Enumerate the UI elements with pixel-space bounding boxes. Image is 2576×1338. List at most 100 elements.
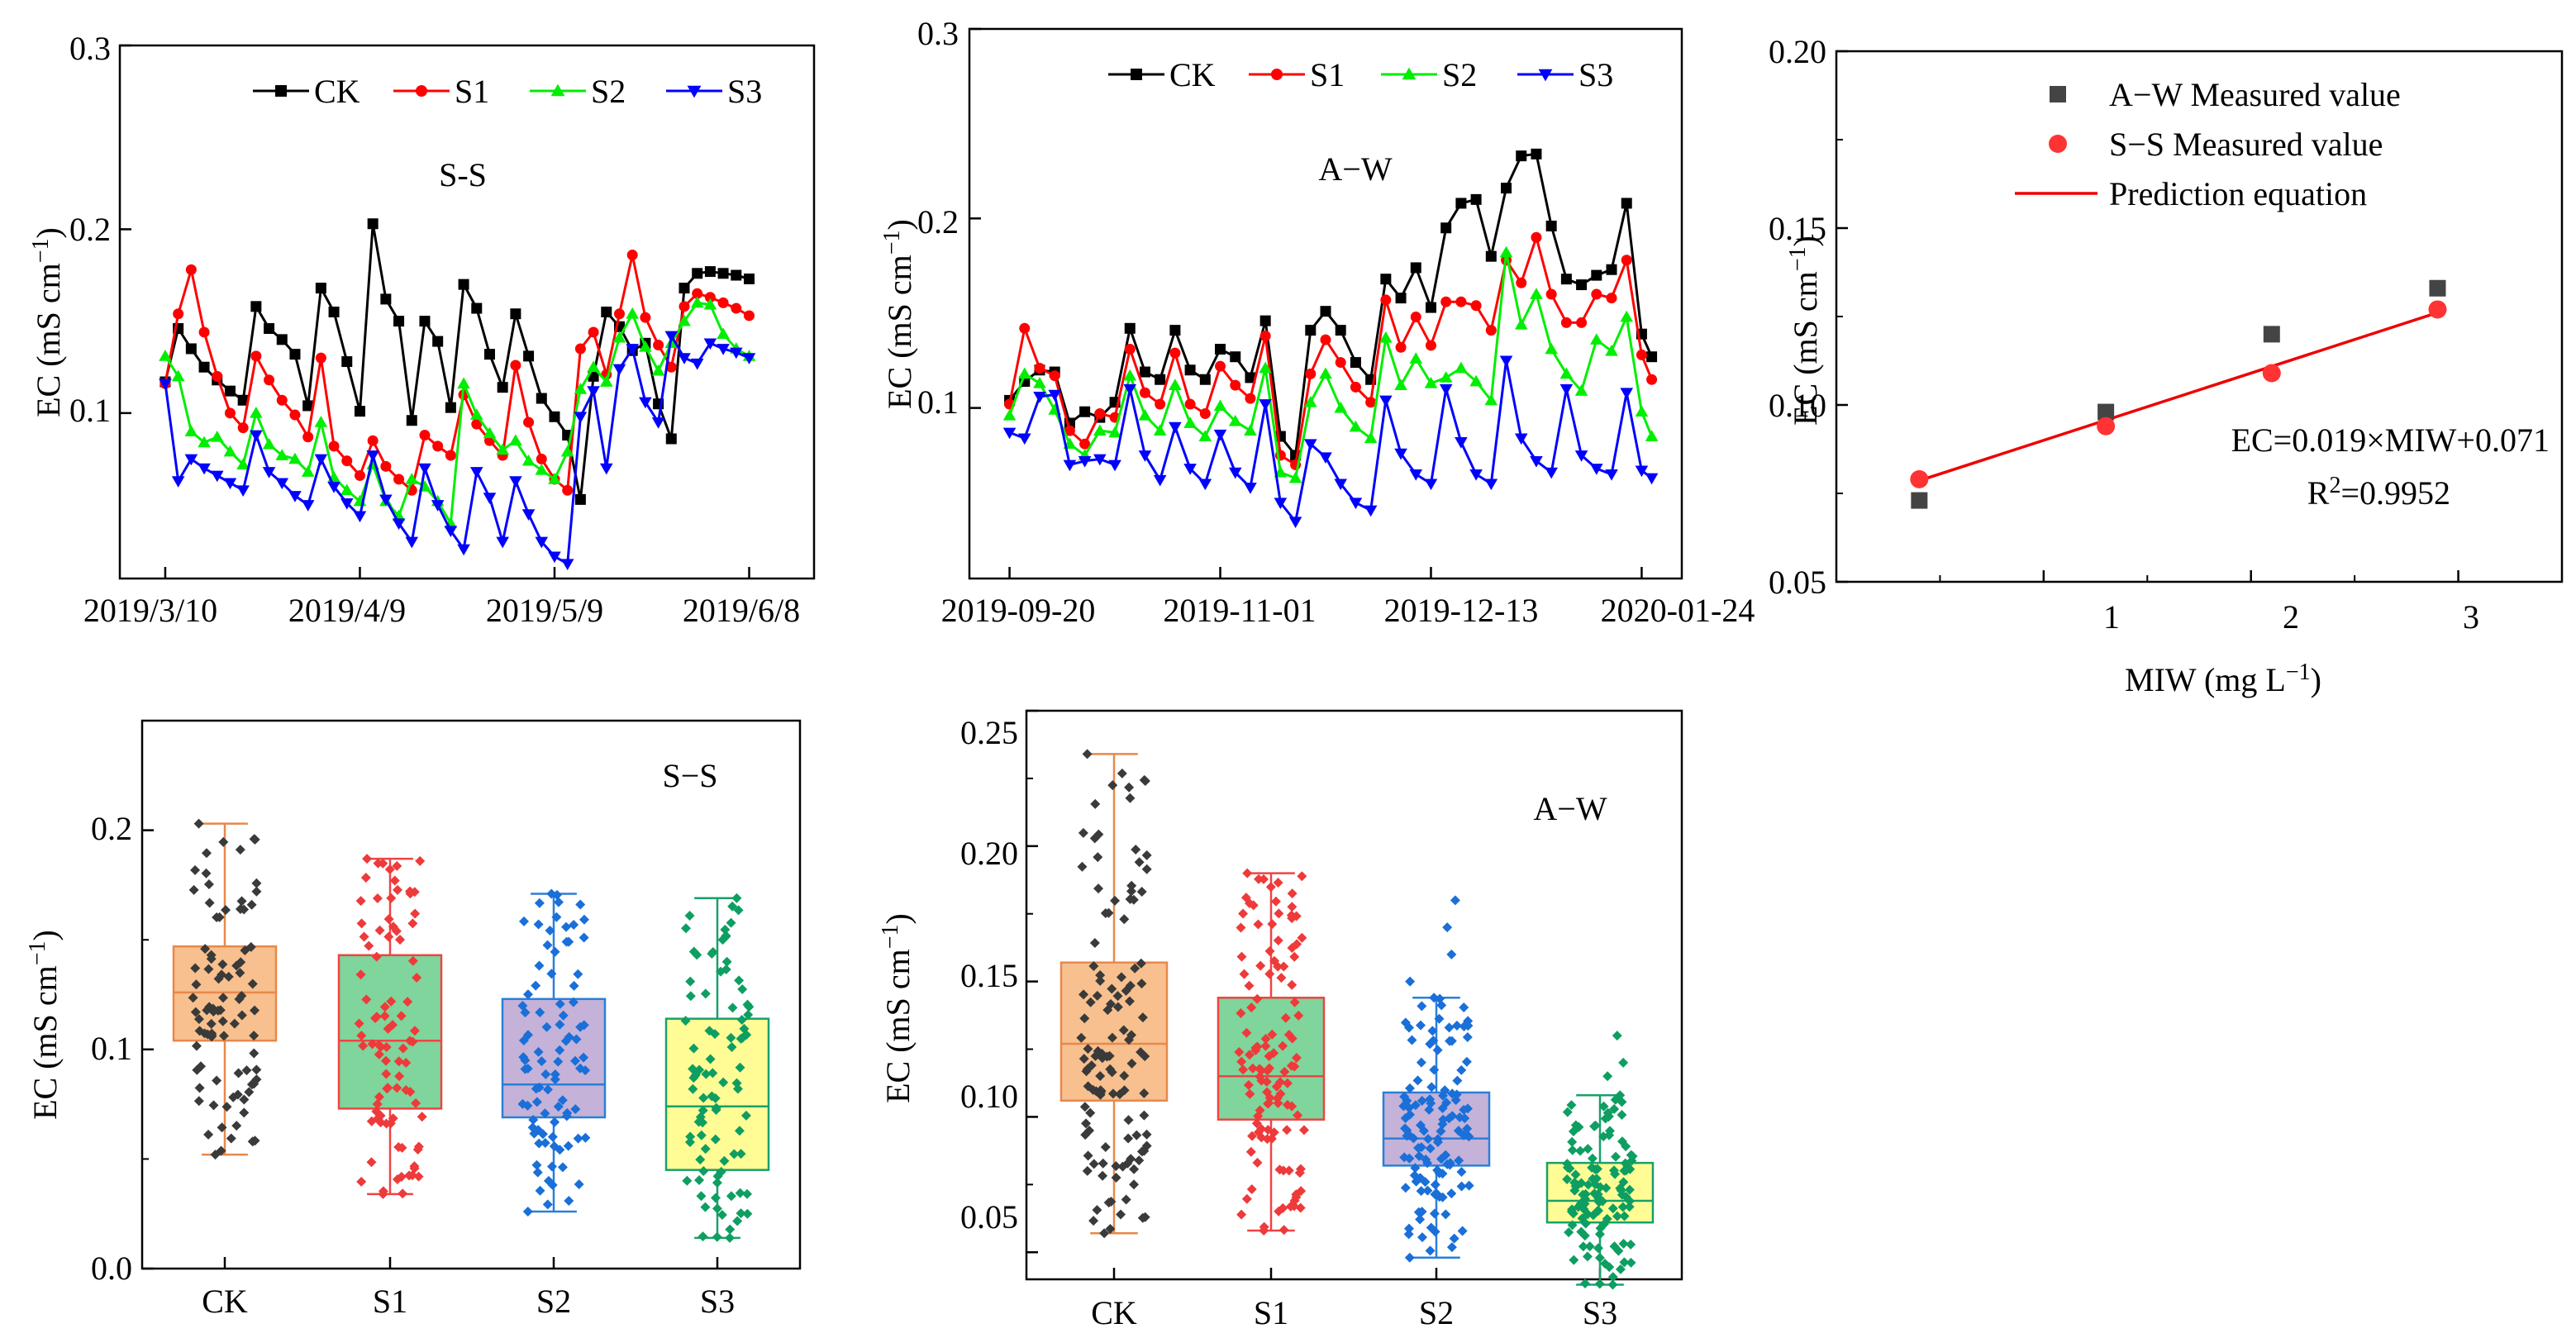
box-aw-point-s1 [1271,1081,1282,1092]
ts-aw-point-s1 [1560,317,1572,328]
ts-aw-point-s2 [1645,430,1659,441]
box-aw-point-s2 [1462,1031,1473,1042]
box-aw-point-s1 [1267,919,1278,930]
box-aw-point-s3 [1624,1184,1635,1195]
ts-ss-series-s3-line [164,331,750,566]
ts-ss-point-s3 [262,467,276,479]
box-aw-point-s1 [1247,1131,1258,1141]
box-ss-y-tick: 0.0 [91,1250,132,1287]
box-aw-point-s1 [1238,1064,1249,1075]
box-aw-point-s2 [1432,1045,1443,1055]
box-ss-point-s3 [719,1155,730,1166]
reg-y-tick: 0.05 [1769,564,1826,601]
box-aw-y-tick: 0.10 [960,1078,1018,1115]
box-aw-point-s1 [1246,1002,1257,1013]
ts-ss-point-s3 [353,511,367,523]
ts-aw-point-ck [1410,262,1421,274]
box-ss-point-s2 [579,932,589,943]
ts-aw-point-s1 [1079,438,1091,450]
ts-aw-point-s1 [1155,398,1166,410]
box-ss-point-s1 [398,1188,408,1199]
ts-ss-point-s3 [626,344,639,355]
box-ss-point-s1 [354,1018,364,1029]
box-aw-point-s2 [1459,1104,1469,1115]
box-ss-point-ck [208,1100,219,1111]
ts-ss-point-s3 [548,551,561,564]
ts-aw-series-ck-line [1008,152,1653,459]
ts-aw-point-s2 [1635,405,1649,417]
ts-aw-legend-marker-s3 [1538,69,1553,82]
box-aw-point-ck [1079,1102,1090,1112]
box-aw-point-s2 [1447,1088,1458,1099]
box-ss-point-s2 [555,1145,565,1155]
box-aw-point-s2 [1454,1155,1464,1166]
box-aw-point-s1 [1236,1056,1247,1067]
ts-aw-point-s3 [1349,498,1363,510]
ts-ss-point-s1 [588,326,599,338]
box-aw-point-s2 [1429,1064,1440,1075]
ts-aw-series-s2-line [1008,252,1653,480]
box-ss-point-s1 [383,931,394,942]
box-ss-panel-label: S−S [662,757,717,794]
box-ss-point-ck [218,836,229,847]
ts-aw-point-s1 [1365,397,1377,408]
box-ss-box-s2 [501,998,607,1119]
box-ss-point-s2 [570,1104,581,1115]
box-aw-point-s2 [1440,1150,1451,1160]
ts-ss-point-s2 [678,314,691,326]
box-aw-point-s1 [1287,942,1298,953]
ts-ss-point-s2 [159,350,172,361]
ts-ss-point-s1 [523,417,535,428]
box-ss-point-s1 [383,914,394,925]
box-ss-point-s3 [707,1068,718,1078]
ts-aw-panel-label: A−W [1318,150,1392,188]
ts-aw-point-s2 [1394,379,1407,390]
ts-ss-point-ck [704,266,716,278]
box-ss-point-s2 [550,1074,560,1085]
ts-ss-point-ck [315,283,326,294]
box-ss-point-s3 [736,1149,746,1159]
ts-aw-y-label: EC (mS cm−1) [879,219,918,409]
box-ss-point-s1 [401,1084,412,1095]
box-ss-point-ck [223,971,234,982]
box-aw-point-ck [1111,1172,1121,1183]
ts-ss-point-s1 [276,394,288,406]
box-ss-point-s3 [739,1023,750,1034]
ts-ss-point-s2 [612,331,626,343]
box-ss-point-s1 [413,1171,424,1182]
box-aw-frame [1025,709,1683,1281]
box-ss-point-s2 [550,946,560,957]
box-aw-point-s3 [1567,1145,1578,1155]
box-aw-point-s1 [1296,1186,1307,1197]
box-aw-point-s3 [1610,1094,1621,1105]
box-ss-point-s1 [358,1040,369,1051]
ts-aw-point-s3 [1078,455,1092,468]
box-aw-point-s1 [1287,1033,1298,1044]
box-aw-point-s1 [1289,997,1300,1007]
box-aw-point-s2 [1445,1036,1455,1046]
box-aw-point-ck [1111,1160,1121,1171]
ts-aw-point-ck [1259,315,1271,326]
ts-aw-frame [968,27,1683,580]
ts-aw-point-s2 [1620,310,1634,322]
box-ss-y-label: EC (mS cm−1) [25,930,64,1120]
box-ss-point-s2 [561,921,572,932]
box-ss-point-s1 [409,1026,420,1036]
ts-ss-point-s2 [496,443,509,455]
box-aw-point-s2 [1404,1252,1415,1263]
box-ss-point-ck [221,1102,232,1112]
box-ss-point-s3 [688,1073,699,1083]
box-aw-point-s2 [1408,1133,1419,1144]
box-ss-point-s1 [407,918,418,929]
box-aw-point-ck [1141,1140,1152,1151]
ts-ss-point-ck [536,393,547,404]
box-ss-point-s1 [370,1013,381,1024]
box-aw-point-s2 [1464,1180,1474,1191]
box-aw-point-ck [1118,1025,1129,1036]
ts-ss-point-s2 [717,327,730,340]
box-ss-point-s3 [717,1210,727,1221]
box-aw-point-s1 [1243,1079,1254,1090]
box-aw-point-ck [1082,1165,1093,1176]
box-aw-point-ck [1096,1086,1107,1097]
box-ss-point-s2 [579,914,589,925]
